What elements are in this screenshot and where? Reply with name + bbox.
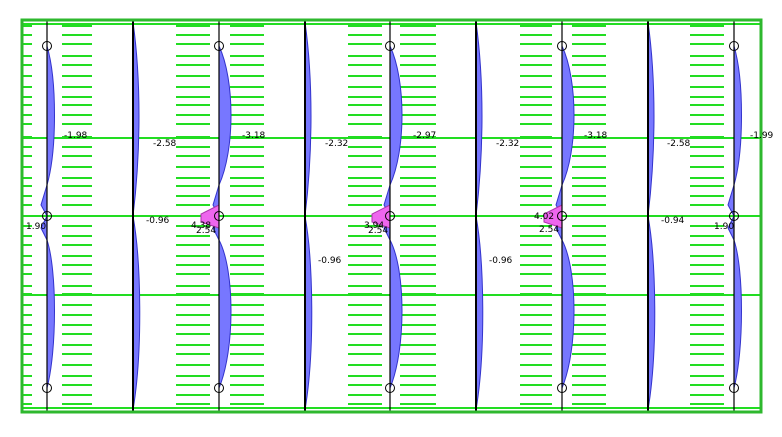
support-5-0 [385,41,395,51]
moment-label-c2-top: -2.58 [153,139,177,149]
moment-label-c4-mid: -0.96 [318,256,342,266]
support-9-0 [729,41,739,51]
support-1-2 [42,383,52,393]
support-5-2 [385,383,395,393]
support-9-2 [729,383,739,393]
support-9-1 [729,211,739,221]
moment-label-c9-mid: 1.90 [714,222,734,232]
moment-curves [40,21,742,411]
outer-frame [20,18,763,414]
moment-curve-upper-1 [40,45,55,217]
moment-label-c5-mid2: 2.54 [368,226,388,236]
support-3-1 [214,211,224,221]
frame-border [20,18,763,414]
grid-lines [22,23,761,409]
moment-label-c3-mid1: 4.38 [191,221,211,231]
moment-label-c9-top: -1.99 [750,131,774,141]
moment-label-c3-mid2: 2.54 [196,226,216,236]
support-1-0 [42,41,52,51]
column-lines [46,20,735,412]
moment-label-c1-mid: 1.90 [26,222,46,232]
moment-label-c4-top: -2.32 [325,139,348,149]
support-7-0 [557,41,567,51]
support-7-2 [557,383,567,393]
moment-label-c5-mid1: 3.94 [364,221,384,231]
support-7-1 [557,211,567,221]
support-3-2 [214,383,224,393]
support-3-0 [214,41,224,51]
moment-label-c8-mid: -0.94 [661,216,685,226]
moment-label-c5-top: -2.97 [413,131,436,141]
moment-label-c6-top: -2.32 [496,139,519,149]
moment-label-c7-mid2: 2.54 [539,225,559,235]
moment-label-c6-mid: -0.96 [489,256,513,266]
support-1-1 [42,211,52,221]
support-symbols [42,41,739,393]
support-5-1 [385,211,395,221]
moment-label-c2-mid: -0.96 [146,216,170,226]
moment-label-c3-top: -3.18 [242,131,266,141]
moment-label-c1-top: -1.98 [64,131,88,141]
moment-label-c7-top: -3.18 [584,131,608,141]
moment-label-c7-mid1: 4.02 [534,212,554,222]
moment-label-c8-top: -2.58 [667,139,691,149]
moment-labels: -1.98 1.90 -2.58 -0.96 -3.18 4.38 2.54 -… [26,131,774,266]
moment-curve-upper-9 [727,45,742,217]
